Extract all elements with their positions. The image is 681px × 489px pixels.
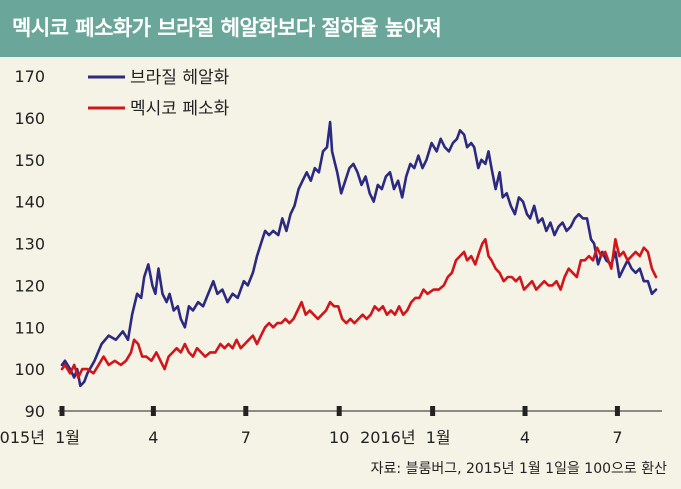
x-tick-mark xyxy=(150,406,156,416)
x-tick-label: 2015년 1월 xyxy=(0,428,80,447)
x-tick-mark xyxy=(336,406,342,416)
x-tick-label: 7 xyxy=(612,428,622,447)
x-tick-mark xyxy=(614,406,620,416)
y-tick-label: 170 xyxy=(14,67,45,86)
series-line-mxn xyxy=(60,238,658,379)
x-tick-label: 10 xyxy=(329,428,349,447)
x-tick-label: 2016년 1월 xyxy=(360,428,451,447)
y-tick-label: 160 xyxy=(14,109,45,128)
x-tick-mark xyxy=(59,406,65,416)
legend: 브라질 헤알화 멕시코 페소화 xyxy=(88,68,230,119)
y-tick-label: 130 xyxy=(14,235,45,254)
y-tick-label: 150 xyxy=(14,151,45,170)
y-tick-label: 100 xyxy=(14,360,45,379)
y-tick-label: 140 xyxy=(14,193,45,212)
legend-label-brl: 브라질 헤알화 xyxy=(130,68,230,88)
chart-title: 멕시코 페소화가 브라질 헤알화보다 절하율 높아져 xyxy=(12,16,442,40)
x-tick-mark xyxy=(243,406,249,416)
x-tick-mark xyxy=(430,406,436,416)
y-tick-label: 120 xyxy=(14,276,45,295)
x-axis: 2015년 1월 4 7 10 2016년 1월 4 7 xyxy=(0,406,623,447)
source-note: 자료: 블룸버그, 2015년 1월 1일을 100으로 환산 xyxy=(370,461,667,477)
x-tick-label: 4 xyxy=(520,428,530,447)
y-axis-tick-labels: 90 100 110 120 130 140 150 160 170 xyxy=(14,67,45,421)
legend-label-mxn: 멕시코 페소화 xyxy=(130,99,230,119)
x-tick-label: 4 xyxy=(148,428,158,447)
y-tick-label: 110 xyxy=(14,318,45,337)
series-lines xyxy=(60,120,658,388)
x-tick-mark xyxy=(522,406,528,416)
x-tick-label: 7 xyxy=(241,428,251,447)
title-bar: 멕시코 페소화가 브라질 헤알화보다 절하율 높아져 xyxy=(0,0,681,57)
series-line-brl xyxy=(60,120,658,388)
y-tick-label: 90 xyxy=(25,402,45,421)
